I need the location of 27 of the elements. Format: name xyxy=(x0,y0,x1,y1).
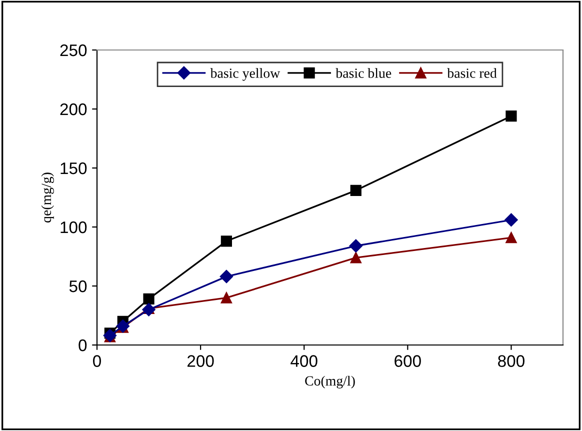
point xyxy=(220,236,232,247)
point xyxy=(220,292,232,304)
point xyxy=(142,303,156,316)
point xyxy=(350,184,362,196)
point xyxy=(504,213,518,227)
legend-label: basic red xyxy=(447,68,497,78)
point xyxy=(506,110,517,122)
y-tick-label: 150 xyxy=(60,162,87,174)
point xyxy=(143,293,154,305)
x-tick-label: 200 xyxy=(187,355,214,367)
x-axis-title: Co(mg/l) xyxy=(305,376,355,388)
legend-label: basic blue xyxy=(336,68,392,78)
x-tick-label: 600 xyxy=(394,355,421,367)
point xyxy=(506,232,517,244)
y-tick-label: 200 xyxy=(60,103,87,116)
x-tick-label: 800 xyxy=(498,355,524,367)
y-axis-title: qe(mg/g) xyxy=(41,172,54,222)
y-tick-label: 50 xyxy=(69,280,87,292)
point xyxy=(350,252,362,264)
x-tick-label: 400 xyxy=(290,355,318,367)
point xyxy=(220,270,234,284)
y-tick-label: 0 xyxy=(78,339,87,352)
y-tick-label: 250 xyxy=(60,44,87,56)
legend-label: basic yellow xyxy=(210,68,280,81)
x-tick-label: 0 xyxy=(93,355,101,367)
y-tick-label: 100 xyxy=(60,221,87,234)
point xyxy=(349,239,362,252)
